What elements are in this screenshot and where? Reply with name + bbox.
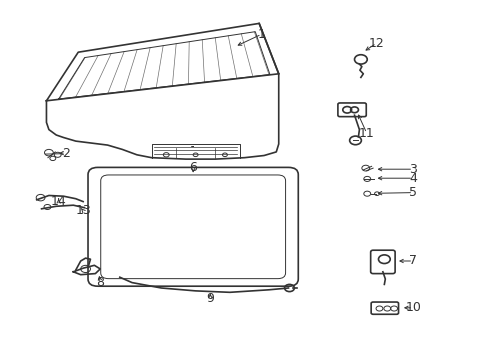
Text: 9: 9 bbox=[206, 292, 214, 305]
Text: 6: 6 bbox=[189, 161, 197, 174]
Text: 12: 12 bbox=[368, 37, 384, 50]
Text: 7: 7 bbox=[408, 255, 416, 267]
Text: 8: 8 bbox=[96, 276, 104, 289]
Text: 4: 4 bbox=[408, 172, 416, 185]
Text: 14: 14 bbox=[51, 195, 66, 208]
Text: 1: 1 bbox=[257, 28, 265, 41]
Text: 2: 2 bbox=[62, 147, 70, 159]
Text: 13: 13 bbox=[75, 204, 91, 217]
Text: 11: 11 bbox=[358, 127, 374, 140]
Text: 5: 5 bbox=[408, 186, 416, 199]
Text: 10: 10 bbox=[405, 301, 420, 314]
Text: 3: 3 bbox=[408, 163, 416, 176]
